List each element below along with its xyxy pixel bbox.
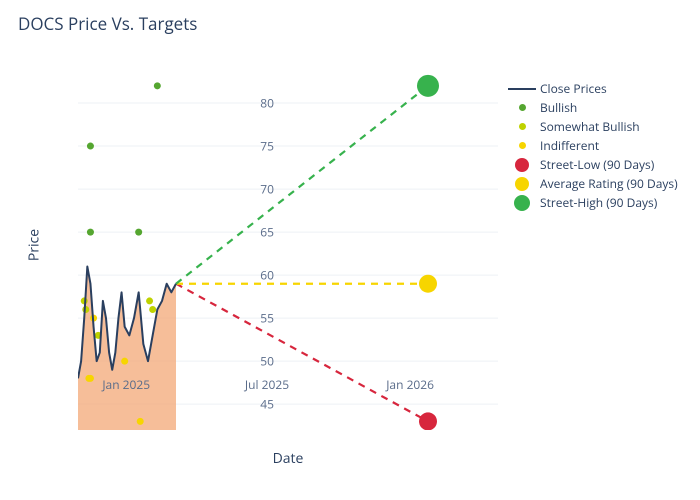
plot-svg (78, 60, 498, 430)
legend-label: Indifferent (540, 137, 599, 154)
legend-label: Street-High (90 Days) (540, 194, 657, 211)
legend: Close Prices Bullish Somewhat Bullish Indif… (508, 80, 678, 213)
y-tick-label: 65 (234, 224, 274, 241)
y-tick-label: 70 (234, 181, 274, 198)
legend-item-indifferent[interactable]: Indifferent (508, 137, 678, 154)
indifferent-point (121, 358, 128, 365)
street_high-marker (417, 75, 439, 97)
legend-label: Bullish (540, 99, 577, 116)
indifferent-point (87, 375, 94, 382)
street_low-marker (419, 412, 437, 430)
legend-swatch (508, 82, 536, 96)
legend-swatch (508, 139, 536, 153)
x-tick-label: Jan 2026 (386, 376, 434, 393)
legend-item-close[interactable]: Close Prices (508, 80, 678, 97)
legend-item-street_high[interactable]: Street-High (90 Days) (508, 194, 678, 211)
somewhat_bullish-point (149, 306, 156, 313)
legend-item-street_low[interactable]: Street-Low (90 Days) (508, 156, 678, 173)
street_high-projection-line (176, 86, 428, 284)
y-tick-label: 60 (234, 267, 274, 284)
street_low-projection-line (176, 284, 428, 422)
bullish-point (87, 229, 94, 236)
close-area (78, 267, 176, 430)
somewhat_bullish-point (146, 297, 153, 304)
legend-item-somewhat_bullish[interactable]: Somewhat Bullish (508, 118, 678, 135)
legend-swatch (508, 158, 536, 172)
y-tick-label: 75 (234, 138, 274, 155)
legend-item-average_rating[interactable]: Average Rating (90 Days) (508, 175, 678, 192)
x-tick-label: Jul 2025 (245, 376, 289, 393)
y-tick-label: 55 (234, 310, 274, 327)
chart-container: DOCS Price Vs. Targets Price Date Close … (0, 0, 700, 500)
average_rating-marker (419, 275, 437, 293)
plot-area (78, 60, 498, 430)
legend-label: Average Rating (90 Days) (540, 175, 678, 192)
legend-swatch (508, 120, 536, 134)
chart-title: DOCS Price Vs. Targets (18, 12, 197, 35)
y-axis-title: Price (25, 229, 44, 261)
x-axis-title: Date (273, 449, 304, 468)
x-tick-label: Jan 2025 (102, 376, 150, 393)
legend-swatch (508, 101, 536, 115)
bullish-point (87, 143, 94, 150)
y-tick-label: 45 (234, 396, 274, 413)
legend-label: Street-Low (90 Days) (540, 156, 654, 173)
y-tick-label: 80 (234, 95, 274, 112)
bullish-point (135, 229, 142, 236)
legend-label: Somewhat Bullish (540, 118, 640, 135)
legend-swatch (508, 177, 536, 191)
legend-swatch (508, 196, 536, 210)
legend-label: Close Prices (540, 80, 607, 97)
indifferent-point (137, 418, 144, 425)
y-tick-label: 50 (234, 353, 274, 370)
bullish-point (154, 82, 161, 89)
legend-item-bullish[interactable]: Bullish (508, 99, 678, 116)
